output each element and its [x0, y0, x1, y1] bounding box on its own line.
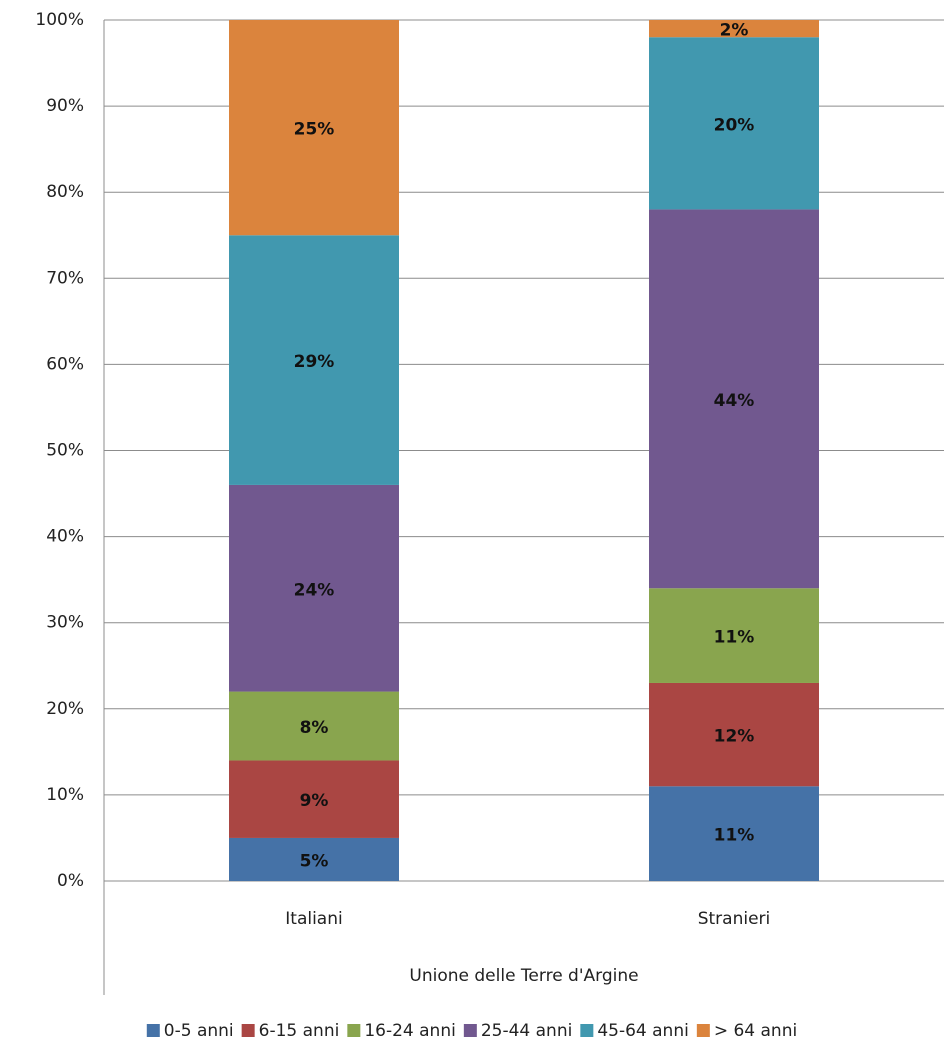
bar-segment [229, 691, 399, 761]
data-label: 11% [714, 628, 755, 648]
legend-label: > 64 anni [714, 1021, 797, 1041]
y-tick-label: 60% [46, 354, 84, 374]
bar-segment [229, 760, 399, 838]
legend-label: 16-24 anni [364, 1021, 456, 1041]
legend-swatch [580, 1024, 594, 1037]
data-label: 9% [300, 791, 329, 811]
legend-label: 25-44 anni [481, 1021, 573, 1041]
bar-segment [649, 20, 819, 38]
y-tick-label: 50% [46, 441, 84, 461]
data-label: 2% [720, 21, 749, 41]
data-label: 5% [300, 851, 329, 871]
data-label: 20% [714, 115, 755, 135]
bar-segment [649, 682, 819, 787]
legend-swatch [146, 1024, 160, 1037]
y-tick-label: 10% [46, 785, 84, 805]
bar-segment [649, 37, 819, 210]
bar-segment [649, 209, 819, 589]
legend-swatch [347, 1024, 361, 1037]
x-tick-label: Italiani [285, 909, 342, 929]
y-tick-label: 40% [46, 527, 84, 547]
data-label: 24% [294, 580, 335, 600]
data-label: 11% [714, 826, 755, 846]
data-label: 25% [294, 120, 335, 140]
data-label: 44% [714, 391, 755, 411]
data-label: 29% [294, 352, 335, 372]
legend-label: 0-5 anni [164, 1021, 234, 1041]
legend-swatch [241, 1024, 255, 1037]
bar-segment [229, 484, 399, 692]
y-tick-label: 70% [46, 268, 84, 288]
y-tick-label: 90% [46, 96, 84, 116]
y-tick-label: 80% [46, 182, 84, 202]
y-tick-label: 0% [57, 871, 84, 891]
y-tick-label: 30% [46, 613, 84, 633]
y-tick-label: 20% [46, 699, 84, 719]
data-label: 8% [300, 718, 329, 738]
bar-segment [229, 20, 399, 236]
x-axis-label: Unione delle Terre d'Argine [409, 966, 638, 986]
legend-label: 45-64 anni [597, 1021, 689, 1041]
y-tick-label: 100% [35, 10, 84, 30]
bar-segment [229, 837, 399, 881]
legend-swatch [463, 1024, 477, 1037]
data-label: 12% [714, 727, 755, 747]
legend-swatch [696, 1024, 710, 1037]
legend-label: 6-15 anni [259, 1021, 340, 1041]
bar-segment [229, 235, 399, 485]
x-tick-label: Stranieri [698, 909, 771, 929]
bar-segment [649, 588, 819, 683]
bar-segment [649, 786, 819, 881]
